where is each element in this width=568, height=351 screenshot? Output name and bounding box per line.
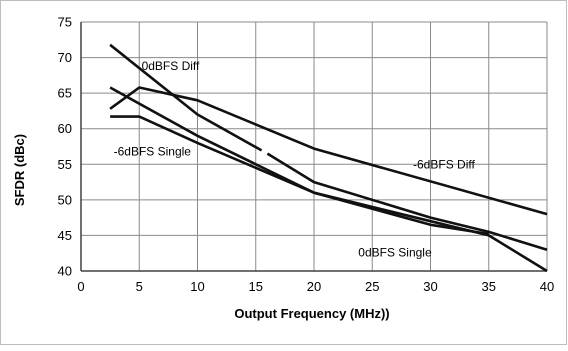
series-line-6dbfs-single (110, 115, 490, 236)
x-tick-label: 5 (136, 279, 143, 294)
x-tick-label: 0 (77, 279, 84, 294)
x-tick-label: 35 (482, 279, 496, 294)
series-line-0dbfs-diff-segment-2 (266, 152, 548, 251)
y-tick-label: 50 (58, 192, 72, 207)
y-tick-label: 65 (58, 86, 72, 101)
tick-labels: 40 45 50 55 60 65 70 75 0 5 10 15 20 25 30 35 40 (58, 15, 555, 295)
y-axis-title: SFDR (dBc) (12, 134, 27, 206)
y-tick-label: 45 (58, 228, 72, 243)
x-tick-label: 25 (365, 279, 379, 294)
series-label-0dbfs-diff: 0dBFS Diff (142, 59, 200, 73)
x-axis-title: Output Frequency (MHz)) (234, 306, 389, 321)
x-tick-label: 10 (190, 279, 204, 294)
series-line-0dbfs-single (109, 86, 548, 273)
y-tick-label: 40 (58, 264, 72, 279)
series-label-0dbfs-single: 0dBFS Single (358, 246, 432, 260)
y-tick-label: 70 (58, 50, 72, 65)
x-tick-label: 20 (307, 279, 321, 294)
data-series (109, 43, 548, 273)
y-tick-label: 60 (58, 121, 72, 136)
x-tick-label: 40 (540, 279, 554, 294)
series-label-6dbfs-single: -6dBFS Single (114, 144, 192, 158)
x-tick-label: 15 (249, 279, 263, 294)
series-label-6dbfs-diff: -6dBFS Diff (413, 157, 475, 171)
x-tick-label: 30 (423, 279, 437, 294)
axes (80, 22, 547, 272)
series-labels: 0dBFS Diff -6dBFS Diff 0dBFS Single -6dBFS … (114, 59, 476, 259)
series-line-6dbfs-diff (109, 86, 548, 216)
y-tick-label: 55 (58, 157, 72, 172)
series-line-0dbfs-diff-segment-1 (109, 43, 263, 152)
y-tick-label: 75 (58, 15, 72, 30)
